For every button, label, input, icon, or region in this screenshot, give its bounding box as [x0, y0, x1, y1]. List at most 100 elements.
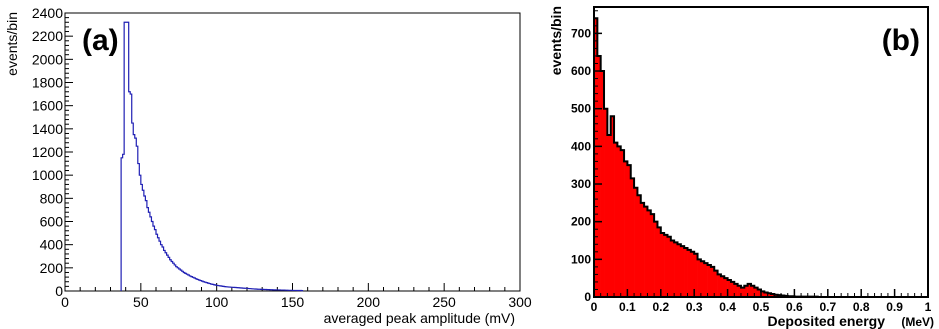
panel-b-bar: [664, 234, 668, 297]
panel-b-bar: [640, 202, 645, 297]
panel-a-plot-frame: [64, 12, 521, 292]
panel-a-y-tick-label: 0: [55, 283, 63, 299]
panel-b-bar: [610, 116, 615, 297]
panel-b-bar: [624, 161, 628, 297]
panel-b-x-axis-unit: (MeV): [901, 315, 934, 329]
panel-a-x-axis: 0 50 100 150 200 250 300: [61, 283, 532, 310]
panel-b-bar: [647, 210, 652, 297]
panel-b-bar: [650, 214, 655, 297]
panel-b-x-tick-label: 0: [591, 300, 598, 314]
panel-b-bar: [620, 150, 625, 297]
panel-a-y-tick-label: 400: [40, 237, 64, 253]
panel-b-x-tick-label: 0.3: [686, 300, 703, 314]
panel-b-bar: [720, 276, 725, 297]
panel-b-bar: [657, 227, 662, 297]
panel-b-y-tick-label: 100: [571, 252, 591, 266]
panel-b-x-tick-label: 0.6: [786, 300, 803, 314]
panel-b-bar: [707, 264, 712, 297]
panel-b-bar: [761, 291, 765, 297]
panel-b-bar: [747, 283, 752, 297]
panel-b-histogram: [593, 17, 928, 298]
panel-b-bar: [764, 292, 768, 297]
panel-b-bar: [600, 71, 605, 297]
panel-b-bar: [744, 285, 748, 297]
panel-a-y-tick-label: 1200: [32, 144, 63, 160]
panel-b-bar: [754, 287, 758, 297]
panel-b-bar: [774, 294, 778, 297]
panel-b-bar: [594, 18, 598, 297]
panel-a-y-axis-title: events/bin: [4, 12, 20, 76]
panel-a-x-tick-label: 300: [508, 294, 532, 310]
panel-b-bar: [737, 285, 742, 297]
panel-b-y-tick-label: 200: [571, 215, 591, 229]
panel-b-bar: [704, 263, 708, 297]
panel-a-y-tick-label: 1000: [32, 167, 63, 183]
panel-a-label: (a): [82, 24, 119, 57]
panel-b-bar: [607, 135, 611, 297]
panel-a-y-tick-label: 2000: [32, 51, 63, 67]
panel-b-x-tick-label: 0.1: [619, 300, 636, 314]
panel-a-x-tick-label: 100: [205, 294, 229, 310]
panel-b-x-tick-label: 1: [925, 300, 932, 314]
panel-b-bar: [627, 165, 632, 297]
panel-a-y-tick-label: 600: [40, 214, 64, 230]
panel-a-y-tick-label: 2400: [32, 5, 63, 21]
panel-b-bar: [597, 55, 601, 297]
panel-b-bar: [740, 287, 745, 297]
panel-b-bar: [634, 187, 638, 297]
panel-b-y-axis-title: events/bin: [548, 6, 564, 75]
panel-b-bar: [644, 206, 648, 297]
panel-a: 0200400600800100012001400160018002000220…: [4, 5, 532, 326]
panel-a-x-axis-title: averaged peak amplitude (mV): [324, 310, 515, 326]
panel-b-bar: [630, 178, 635, 297]
panel-b-bar: [674, 242, 678, 297]
panel-b-bar: [670, 240, 675, 297]
panel-b-bar: [750, 285, 755, 297]
panel-b-bar: [604, 108, 608, 297]
panel-b-bar: [727, 280, 732, 297]
panel-b-bar: [684, 248, 688, 297]
panel-a-y-tick-label: 1800: [32, 75, 63, 91]
panel-b-bar: [700, 261, 705, 297]
panel-b-bar: [730, 281, 735, 297]
panel-b-bar: [637, 195, 642, 297]
panel-b-bar: [667, 236, 672, 297]
panel-b-x-tick-label: 0.9: [886, 300, 903, 314]
panel-a-y-tick-label: 2200: [32, 28, 63, 44]
panel-b-x-tick-label: 0.8: [853, 300, 870, 314]
panel-b-y-tick-label: 600: [571, 64, 591, 78]
panel-b-x-axis: 0 0.1 0.2 0.3 0.4 0.5 0.6 0.7 0.8 0.9 1: [591, 289, 932, 314]
panel-b-y-tick-label: 400: [571, 139, 591, 153]
panel-b-bar: [714, 270, 718, 297]
panel-a-y-tick-label: 200: [40, 260, 64, 276]
panel-a-x-tick-label: 50: [133, 294, 149, 310]
panel-b-bar: [734, 283, 738, 297]
panel-a-x-tick-label: 200: [357, 294, 381, 310]
panel-b-x-axis-title: Deposited energy: [768, 313, 886, 329]
panel-a-y-tick-label: 1600: [32, 98, 63, 114]
panel-b-bar: [710, 266, 715, 297]
panel-b-bar: [767, 293, 772, 297]
panel-b-bar: [614, 142, 618, 297]
panel-b-bar: [717, 274, 722, 297]
panel-b-bar: [771, 293, 775, 297]
panel-b-y-tick-label: 0: [584, 290, 591, 304]
panel-b-y-tick-label: 300: [571, 177, 591, 191]
panel-a-y-tick-label: 1400: [32, 121, 63, 137]
panel-b-x-tick-label: 0.5: [753, 300, 770, 314]
panel-b-y-tick-label: 700: [571, 26, 591, 40]
panel-b-bar: [680, 246, 685, 297]
panel-b-x-tick-label: 0.2: [652, 300, 669, 314]
panel-b-bar: [617, 146, 622, 297]
panel-b-bar: [697, 259, 702, 297]
panel-b-y-axis: 0 100 200 300 400 500 600 700: [571, 10, 602, 304]
panel-b-bar: [660, 232, 665, 297]
panel-b-bar: [757, 289, 762, 297]
panel-a-x-tick-label: 0: [61, 294, 69, 310]
panel-b-x-tick-label: 0.4: [719, 300, 736, 314]
panel-b-bar: [687, 249, 692, 297]
panel-b-bar: [724, 278, 728, 297]
panel-a-y-axis: 0 200 400 600 800 1000 1200 1400 1600 1800 2000 220…: [32, 5, 73, 299]
